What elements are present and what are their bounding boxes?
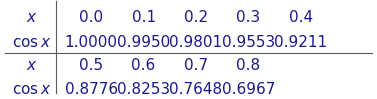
Text: 0.5: 0.5	[79, 58, 103, 73]
Text: $x$: $x$	[26, 10, 37, 25]
Text: 0.6: 0.6	[132, 58, 156, 73]
Text: 0.9553: 0.9553	[222, 35, 275, 50]
Text: 0.7: 0.7	[184, 58, 208, 73]
Text: 0.8: 0.8	[236, 58, 261, 73]
Text: 0.7648: 0.7648	[169, 82, 222, 97]
Text: 0.8776: 0.8776	[64, 82, 118, 97]
Text: 0.9211: 0.9211	[274, 35, 327, 50]
Text: 0.6967: 0.6967	[222, 82, 275, 97]
Text: 0.8253: 0.8253	[117, 82, 170, 97]
Text: 0.9950: 0.9950	[117, 35, 170, 50]
Text: 0.1: 0.1	[132, 10, 156, 25]
Text: 0.2: 0.2	[184, 10, 208, 25]
Text: 0.3: 0.3	[236, 10, 261, 25]
Text: 0.4: 0.4	[289, 10, 313, 25]
Text: 1.0000: 1.0000	[65, 35, 118, 50]
Text: $\cos x$: $\cos x$	[12, 82, 51, 97]
Text: $\cos x$: $\cos x$	[12, 35, 51, 50]
Text: 0.0: 0.0	[79, 10, 103, 25]
Text: 0.9801: 0.9801	[169, 35, 222, 50]
Text: $x$: $x$	[26, 58, 37, 73]
